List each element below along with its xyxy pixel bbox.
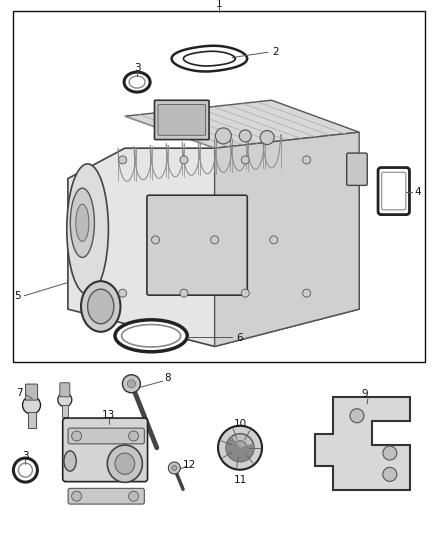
Circle shape	[72, 431, 81, 441]
Circle shape	[215, 128, 231, 144]
Circle shape	[383, 446, 397, 460]
Ellipse shape	[129, 76, 145, 88]
Polygon shape	[125, 100, 359, 148]
Circle shape	[350, 409, 364, 423]
Circle shape	[168, 462, 180, 474]
Circle shape	[127, 379, 135, 388]
Circle shape	[22, 396, 41, 414]
Text: 2: 2	[272, 47, 279, 57]
Circle shape	[303, 289, 311, 297]
Polygon shape	[226, 437, 254, 462]
Text: 1: 1	[215, 0, 223, 9]
Text: 4: 4	[414, 187, 421, 197]
Circle shape	[72, 491, 81, 501]
Text: 5: 5	[14, 291, 21, 301]
Ellipse shape	[76, 204, 89, 241]
Circle shape	[260, 131, 274, 144]
FancyBboxPatch shape	[158, 104, 205, 135]
Circle shape	[58, 393, 72, 407]
Ellipse shape	[14, 458, 37, 482]
Text: 3: 3	[134, 63, 141, 73]
FancyBboxPatch shape	[62, 405, 68, 417]
FancyBboxPatch shape	[347, 153, 367, 185]
FancyBboxPatch shape	[381, 172, 406, 210]
Text: 9: 9	[361, 390, 368, 399]
Circle shape	[119, 156, 127, 164]
FancyBboxPatch shape	[155, 100, 209, 140]
Text: 11: 11	[233, 475, 247, 484]
Ellipse shape	[124, 72, 150, 92]
Circle shape	[129, 431, 138, 441]
Ellipse shape	[67, 164, 109, 294]
Circle shape	[226, 434, 254, 462]
Circle shape	[180, 156, 188, 164]
Circle shape	[303, 156, 311, 164]
Ellipse shape	[121, 325, 180, 347]
Text: 8: 8	[164, 374, 171, 383]
Circle shape	[218, 426, 262, 470]
Circle shape	[241, 289, 249, 297]
Text: 12: 12	[183, 461, 196, 470]
Text: 3: 3	[22, 451, 29, 461]
Circle shape	[129, 491, 138, 501]
Ellipse shape	[70, 188, 94, 257]
FancyBboxPatch shape	[60, 383, 70, 397]
Circle shape	[180, 289, 188, 297]
Circle shape	[119, 289, 127, 297]
Ellipse shape	[115, 320, 187, 352]
Circle shape	[241, 156, 249, 164]
Ellipse shape	[88, 289, 114, 324]
Text: 10: 10	[233, 419, 247, 429]
Polygon shape	[215, 132, 359, 346]
FancyBboxPatch shape	[378, 167, 410, 215]
Ellipse shape	[81, 281, 120, 332]
Circle shape	[172, 465, 177, 471]
Text: 6: 6	[237, 334, 244, 343]
Circle shape	[239, 130, 251, 142]
Text: 7: 7	[16, 389, 23, 398]
FancyBboxPatch shape	[28, 412, 35, 428]
Ellipse shape	[107, 445, 142, 482]
FancyBboxPatch shape	[68, 428, 145, 444]
FancyBboxPatch shape	[147, 195, 247, 295]
Circle shape	[122, 375, 141, 393]
FancyBboxPatch shape	[25, 384, 38, 400]
FancyBboxPatch shape	[68, 488, 145, 504]
Ellipse shape	[18, 463, 32, 477]
Polygon shape	[315, 397, 410, 490]
Ellipse shape	[64, 451, 76, 471]
Bar	[13, 11, 425, 362]
FancyBboxPatch shape	[63, 418, 148, 482]
Circle shape	[152, 236, 159, 244]
Polygon shape	[68, 148, 359, 346]
Circle shape	[383, 467, 397, 481]
Text: 13: 13	[102, 410, 115, 419]
Circle shape	[211, 236, 219, 244]
Circle shape	[270, 236, 278, 244]
Ellipse shape	[115, 453, 135, 474]
Circle shape	[233, 441, 247, 455]
